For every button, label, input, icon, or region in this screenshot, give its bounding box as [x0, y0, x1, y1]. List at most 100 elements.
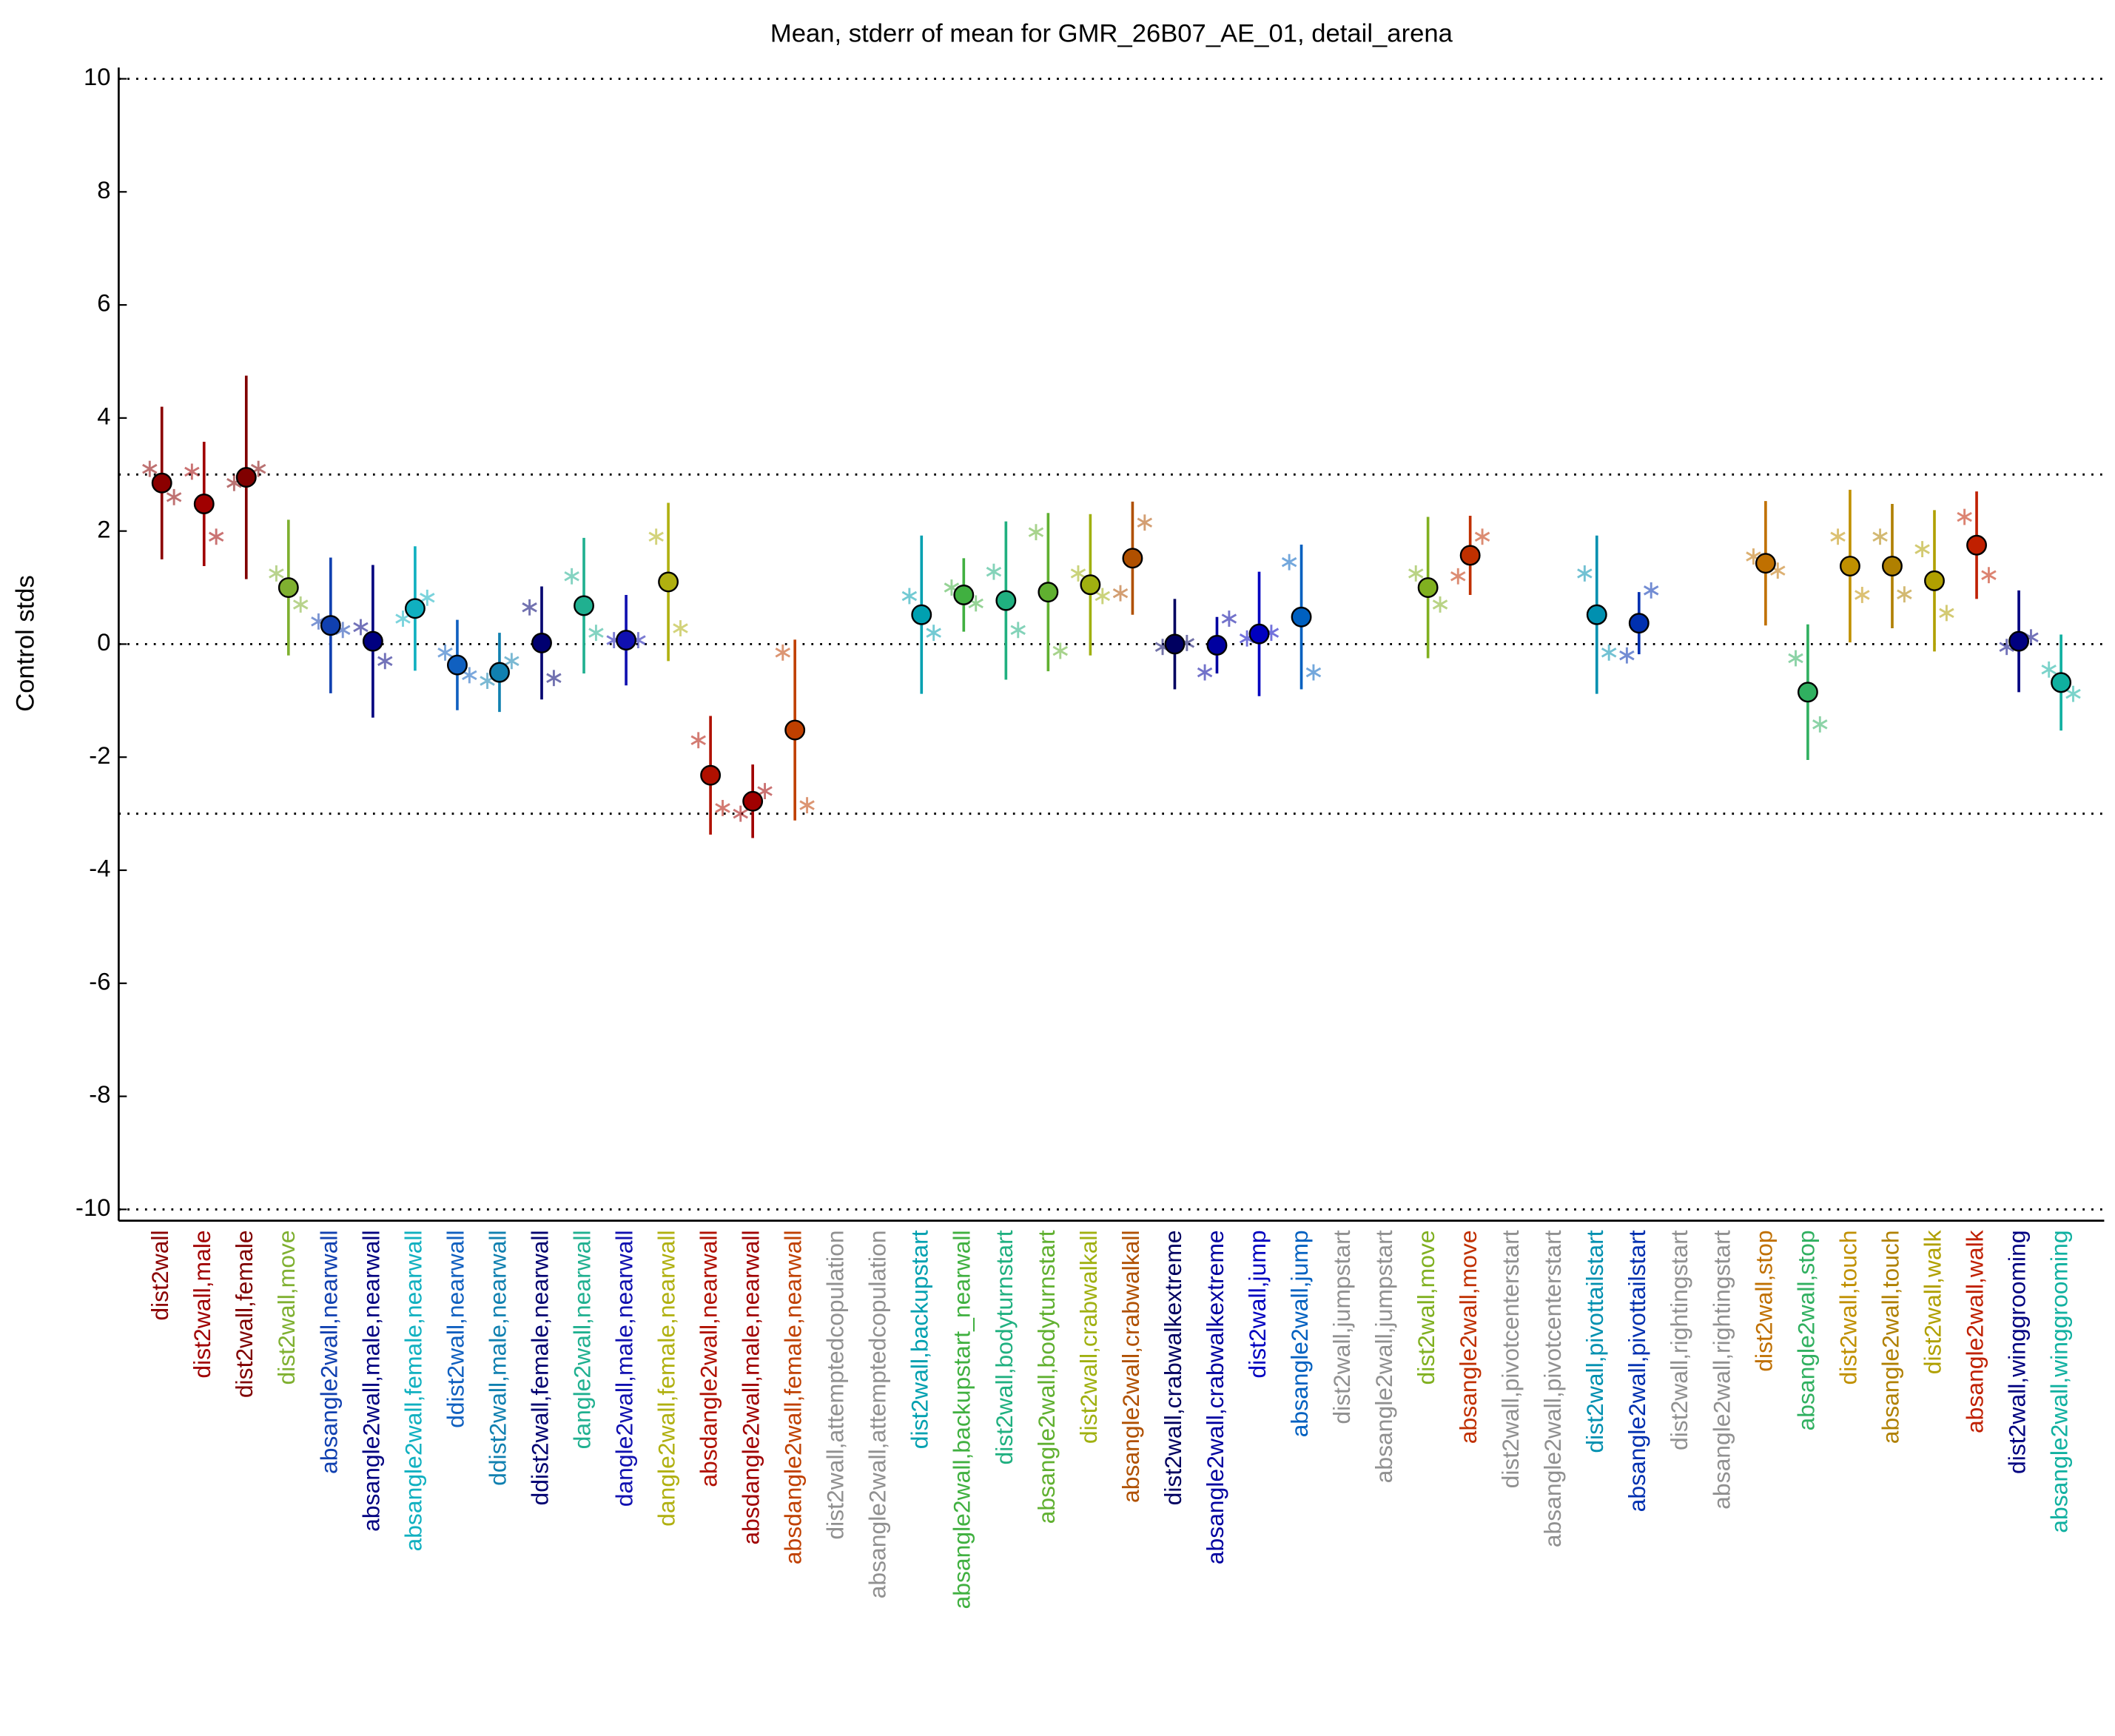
mean-marker	[235, 467, 257, 488]
mean-marker	[1586, 604, 1607, 625]
asterisk	[1052, 642, 1069, 659]
y-tick-label: -8	[89, 1080, 110, 1108]
asterisk	[1643, 582, 1659, 599]
asterisk	[799, 797, 815, 814]
asterisk	[1450, 568, 1466, 585]
x-tick-label: dangle2wall,nearwall	[568, 1230, 595, 1449]
asterisk	[564, 568, 579, 585]
x-tick-label: dist2wall,crabwalkextreme	[1160, 1230, 1186, 1505]
asterisk	[1305, 664, 1322, 681]
y-tick-label: -6	[89, 967, 110, 995]
y-tick-label: 0	[97, 628, 110, 656]
asterisk	[292, 596, 309, 613]
mean-marker	[574, 595, 594, 616]
x-tick-label: absangle2wall,backupstart_nearwall	[949, 1230, 975, 1609]
mean-marker	[193, 494, 215, 514]
x-tick-label: dist2wall,walk	[1919, 1230, 1946, 1374]
mean-marker	[911, 604, 932, 625]
asterisk	[1981, 567, 1997, 584]
x-tick-label: dist2wall,male	[189, 1230, 215, 1378]
mean-marker	[404, 598, 426, 619]
asterisk	[1221, 610, 1237, 627]
asterisk	[395, 610, 411, 627]
x-tick-label: dist2wall,winggrooming	[2003, 1230, 2030, 1474]
asterisk	[1957, 508, 1972, 525]
y-tick-label: 4	[97, 403, 110, 430]
mean-marker	[1839, 556, 1860, 576]
x-tick-label: ddist2wall,nearwall	[442, 1230, 468, 1428]
mean-marker	[784, 719, 806, 741]
x-tick-label: dist2wall,pivottailstart	[1581, 1230, 1608, 1453]
x-tick-label: dist2wall,crabwalkall	[1075, 1230, 1102, 1444]
x-tick-label: absangle2wall,crabwalkall	[1117, 1230, 1144, 1503]
asterisk	[269, 565, 284, 582]
asterisk	[504, 653, 519, 670]
x-tick-label: ddist2wall,female,nearwall	[526, 1230, 553, 1505]
mean-marker	[489, 662, 510, 683]
mean-marker	[995, 590, 1017, 611]
x-tick-label: dangle2wall,male,nearwall	[611, 1230, 637, 1507]
y-tick-label: -2	[89, 741, 110, 769]
mean-marker	[2008, 630, 2030, 652]
mean-marker	[953, 585, 975, 605]
mean-marker	[531, 632, 552, 653]
x-tick-label: absangle2wall,pivottailstart	[1624, 1230, 1650, 1512]
mean-marker	[1797, 682, 1818, 703]
x-tick-label: absangle2wall,rightingstart	[1708, 1230, 1735, 1510]
mean-marker	[1248, 623, 1270, 645]
asterisk	[462, 667, 477, 684]
x-tick-label: dist2wall,pivotcenterstart	[1497, 1230, 1524, 1488]
asterisk	[926, 625, 941, 642]
mean-marker	[700, 764, 722, 786]
mean-marker	[1291, 606, 1312, 628]
x-tick-label: dist2wall,bodyturnstart	[991, 1230, 1018, 1464]
x-tick-label: absangle2wall,pivotcenterstart	[1539, 1230, 1566, 1547]
mean-marker	[1882, 556, 1903, 576]
asterisk	[757, 783, 773, 799]
asterisk	[901, 588, 918, 605]
asterisk	[673, 620, 688, 636]
asterisk	[733, 805, 748, 822]
asterisk	[1010, 622, 1026, 639]
x-tick-label: ddist2wall,male,nearwall	[484, 1230, 511, 1485]
asterisk	[1281, 554, 1297, 571]
asterisk	[588, 625, 604, 642]
x-tick-label: dist2wall,attemptedcopulation	[822, 1230, 849, 1539]
mean-marker	[1080, 574, 1101, 596]
asterisk	[208, 528, 224, 545]
asterisk	[166, 488, 182, 505]
x-tick-label: absdangle2wall,female,nearwall	[780, 1230, 807, 1564]
mean-marker	[1122, 548, 1143, 569]
asterisk	[1197, 664, 1213, 681]
asterisk	[1872, 528, 1888, 545]
y-tick-label: 10	[84, 63, 110, 90]
mean-marker	[1038, 582, 1059, 603]
mean-marker	[1459, 545, 1481, 566]
asterisk	[353, 619, 369, 636]
x-tick-label: dist2wall,rightingstart	[1666, 1230, 1692, 1450]
x-tick-label: dist2wall	[147, 1230, 173, 1320]
asterisk	[1112, 585, 1129, 602]
asterisk	[1577, 565, 1593, 582]
asterisk	[1619, 647, 1635, 664]
asterisk	[1028, 524, 1044, 541]
x-tick-label: absangle2wall,male,nearwall	[357, 1230, 384, 1532]
x-tick-label: dist2wall,female	[231, 1230, 258, 1398]
mean-marker	[1417, 577, 1439, 598]
x-tick-label: dist2wall,backupstart	[907, 1230, 933, 1449]
asterisk	[775, 644, 791, 661]
x-tick-label: dist2wall,touch	[1835, 1230, 1861, 1385]
x-tick-label: absangle2wall,attemptedcopulation	[864, 1230, 891, 1598]
asterisk	[420, 589, 435, 606]
asterisk	[1812, 716, 1828, 733]
x-tick-label: dist2wall,move	[273, 1230, 300, 1385]
y-tick-label: 6	[97, 289, 110, 317]
asterisk	[1408, 565, 1424, 582]
x-tick-label: absangle2wall,bodyturnstart	[1033, 1230, 1060, 1524]
asterisk	[522, 599, 537, 616]
asterisk	[437, 644, 453, 661]
asterisk	[1914, 541, 1930, 558]
asterisk	[1137, 514, 1153, 531]
y-tick-label: 2	[97, 515, 110, 542]
